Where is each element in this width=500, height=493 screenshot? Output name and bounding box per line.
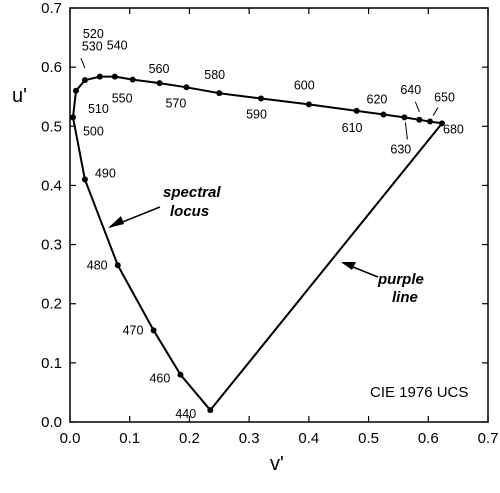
- wavelength-marker-680: [439, 120, 446, 127]
- wavelength-marker-540: [111, 73, 118, 80]
- ticks: 0.0 0.1 0.2 0.3 0.4 0.5 0.6 0.7 0.0 0.1 0.2 0.3 0.4 0…: [41, 0, 498, 447]
- wavelength-marker-550: [129, 76, 136, 83]
- wavelength-marker-610: [353, 107, 360, 114]
- x-tick-label: 0.1: [119, 430, 140, 447]
- purple-line-label-line1: purple: [377, 271, 424, 288]
- wavelength-label-550: 550: [112, 92, 133, 106]
- leader-line-520: [80, 57, 86, 69]
- purple-line-path: [209, 122, 443, 411]
- y-tick-label: 0.6: [41, 59, 62, 76]
- leader-line-650: [432, 107, 439, 116]
- y-tick-label: 0.4: [41, 177, 62, 194]
- purple-line-label-line2: line: [392, 289, 418, 306]
- spectral-locus-arrowhead: [108, 216, 124, 228]
- annotations: spectral locus purple line: [108, 184, 424, 306]
- x-tick-label: 0.3: [239, 430, 260, 447]
- spectral-locus-label-line1: spectral: [163, 184, 221, 201]
- chart-watermark: CIE 1976 UCS: [370, 384, 468, 401]
- wavelength-label-490: 490: [95, 167, 116, 181]
- y-tick-label: 0.2: [41, 296, 62, 313]
- wavelength-marker-580: [216, 90, 223, 97]
- wavelength-label-500: 500: [83, 124, 104, 138]
- y-tick-label: 0.0: [41, 414, 62, 431]
- y-tick-label: 0.7: [41, 0, 62, 17]
- wavelength-label-640: 640: [400, 83, 421, 97]
- wavelength-marker-460: [177, 371, 184, 378]
- wavelength-marker-480: [114, 262, 121, 269]
- axes-frame: [69, 7, 489, 423]
- x-tick-label: 0.2: [179, 430, 200, 447]
- wavelength-label-440: 440: [175, 407, 196, 421]
- wavelength-label-580: 580: [204, 68, 225, 82]
- x-tick-label: 0.7: [478, 430, 499, 447]
- purple-line: [209, 122, 443, 411]
- wavelength-marker-470: [150, 327, 157, 334]
- wavelength-marker-590: [258, 95, 265, 102]
- x-tick-label: 0.6: [418, 430, 439, 447]
- wavelength-marker-530: [96, 73, 103, 80]
- wavelength-label-600: 600: [294, 78, 315, 92]
- wavelength-label-680: 680: [443, 122, 464, 136]
- wavelength-marker-510: [72, 87, 79, 94]
- wavelength-label-570: 570: [165, 96, 186, 110]
- spectral-locus-curve: [72, 75, 443, 411]
- wavelength-label-540: 540: [107, 39, 128, 53]
- x-tick-label: 0.5: [358, 430, 379, 447]
- wavelength-label-470: 470: [123, 323, 144, 337]
- wavelength-label-480: 480: [87, 258, 108, 272]
- wavelength-marker-620: [380, 111, 387, 118]
- spectral-locus-path: [72, 75, 443, 411]
- wavelength-marker-640: [416, 116, 423, 123]
- wavelength-marker-520: [81, 77, 88, 84]
- wavelength-label-650: 650: [434, 91, 455, 105]
- x-tick-label: 0.0: [60, 430, 81, 447]
- wavelength-label-530: 530: [82, 40, 103, 54]
- x-axis-title: v': [270, 453, 284, 475]
- wavelength-marker-630: [401, 114, 408, 121]
- wavelength-marker-560: [156, 80, 163, 87]
- y-tick-label: 0.1: [41, 355, 62, 372]
- wavelength-marker-650: [427, 118, 434, 125]
- wavelength-markers: [69, 73, 446, 414]
- wavelength-label-610: 610: [342, 121, 363, 135]
- wavelength-label-520: 520: [83, 27, 104, 41]
- wavelength-label-590: 590: [246, 107, 267, 121]
- wavelength-marker-500: [69, 114, 76, 121]
- wavelength-marker-570: [183, 84, 190, 91]
- y-tick-label: 0.3: [41, 237, 62, 254]
- wavelength-label-460: 460: [149, 372, 170, 386]
- leader-line-630: [404, 122, 408, 140]
- plot-frame: [69, 7, 489, 423]
- y-axis-title: u': [12, 85, 27, 107]
- leader-line-640: [414, 101, 420, 112]
- wavelength-marker-600: [305, 101, 312, 108]
- wavelength-marker-490: [81, 176, 88, 183]
- wavelength-label-620: 620: [367, 92, 388, 106]
- y-tick-label: 0.5: [41, 118, 62, 135]
- x-tick-label: 0.4: [298, 430, 319, 447]
- wavelength-marker-440: [207, 407, 214, 414]
- purple-line-arrowhead: [341, 262, 356, 270]
- wavelength-label-630: 630: [390, 142, 411, 156]
- wavelength-label-560: 560: [149, 62, 170, 76]
- wavelength-label-510: 510: [88, 102, 109, 116]
- spectral-locus-label-line2: locus: [170, 203, 209, 220]
